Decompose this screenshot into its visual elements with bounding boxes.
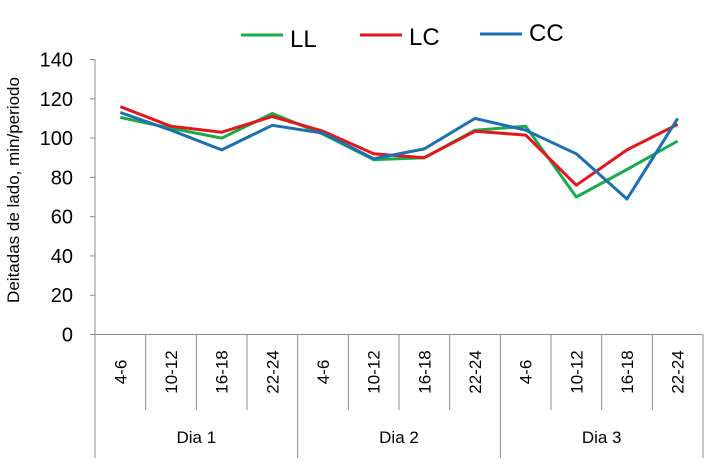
x-category-label: 22-24 <box>466 350 485 393</box>
y-tick-label: 20 <box>51 285 73 307</box>
legend-label-cc: CC <box>529 20 564 47</box>
y-tick-label: 0 <box>62 325 73 347</box>
series-line-ll <box>119 112 679 199</box>
x-group-label: Dia 1 <box>176 428 216 447</box>
x-group-label: Dia 3 <box>582 428 622 447</box>
series-line-lc <box>119 105 679 187</box>
x-group-label: Dia 2 <box>379 428 419 447</box>
x-category-label: 16-18 <box>618 350 637 393</box>
y-tick-label: 140 <box>40 50 73 72</box>
series-line-cc <box>119 111 679 201</box>
x-axis: 4-6 10-12 16-18 22-24 4-6 10-12 16-18 22-24 4-6 1… <box>94 334 704 458</box>
x-category-label: 4-6 <box>314 360 333 385</box>
y-tick-label: 40 <box>51 246 73 268</box>
x-category-label: 10-12 <box>162 350 181 393</box>
series-lines <box>119 105 679 201</box>
x-category-label: 10-12 <box>567 350 586 393</box>
x-category-label: 4-6 <box>517 360 536 385</box>
x-category-label: 22-24 <box>669 350 688 393</box>
x-category-label: 4-6 <box>111 360 130 385</box>
legend-label-ll: LL <box>290 26 317 53</box>
x-category-label: 10-12 <box>365 350 384 393</box>
x-category-label: 16-18 <box>415 350 434 393</box>
y-axis: 0 20 40 60 80 100 120 140 <box>40 50 96 347</box>
y-tick-label: 120 <box>40 89 73 111</box>
legend-label-lc: LC <box>409 24 440 51</box>
y-axis-label: Deitadas de lado, min/periodo <box>4 77 23 303</box>
x-category-label: 16-18 <box>213 350 232 393</box>
legend: LL LC CC <box>241 20 564 53</box>
y-tick-label: 60 <box>51 207 73 229</box>
y-tick-label: 80 <box>51 167 73 189</box>
x-category-label: 22-24 <box>263 350 282 393</box>
y-tick-label: 100 <box>40 128 73 150</box>
